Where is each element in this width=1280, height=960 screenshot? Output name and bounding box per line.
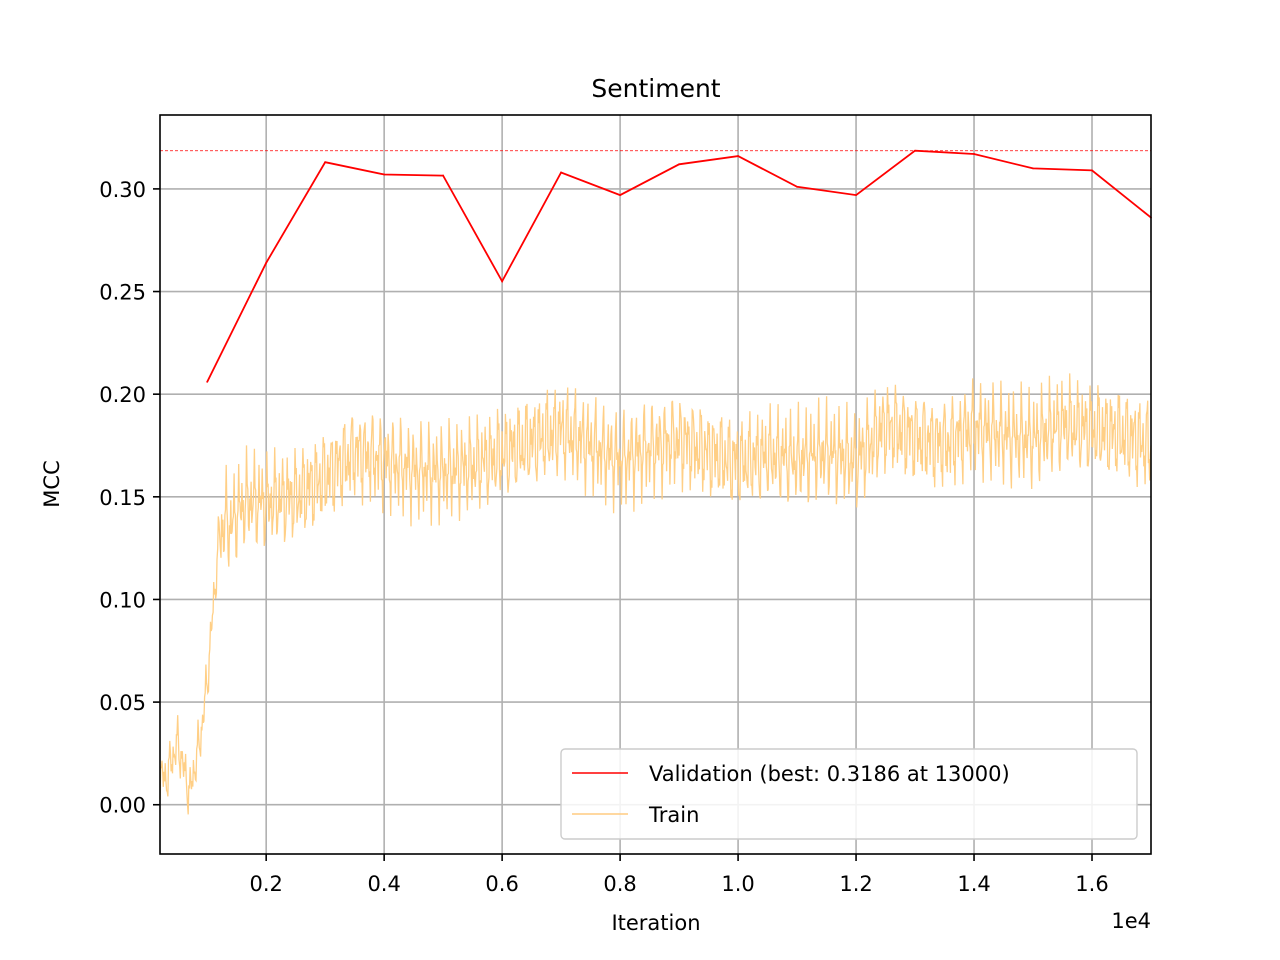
legend-label-validation: Validation (best: 0.3186 at 13000): [649, 762, 1010, 786]
axes-frame: [159, 114, 1152, 855]
x-tick-label: 1.6: [1075, 872, 1108, 896]
y-tick-label: 0.15: [99, 486, 146, 510]
x-axis-offset-text: 1e4: [1111, 909, 1151, 933]
validation-point: [383, 173, 386, 176]
x-tick-label: 1.4: [957, 872, 990, 896]
validation-point: [796, 185, 798, 188]
x-tick-label: 0.6: [485, 872, 518, 896]
y-axis-label: MCC: [40, 460, 64, 507]
validation-point: [560, 171, 563, 174]
x-axis-label: Iteration: [611, 911, 700, 935]
grid: [160, 115, 1151, 854]
validation-point: [973, 153, 975, 155]
validation-point: [1091, 169, 1093, 172]
plot-area: [159, 149, 1152, 815]
y-tick-label: 0.05: [99, 691, 146, 715]
validation-point: [914, 149, 916, 152]
validation-point: [737, 155, 739, 157]
y-tick-label: 0.25: [99, 281, 146, 305]
chart-title: Sentiment: [591, 74, 720, 103]
validation-point: [855, 194, 857, 196]
y-tick-label: 0.00: [99, 794, 146, 818]
legend: Validation (best: 0.3186 at 13000) Train: [560, 748, 1138, 840]
x-tick-label: 1.2: [839, 872, 872, 896]
x-tick-label: 0.4: [367, 872, 400, 896]
train-series-line: [159, 373, 1152, 815]
y-tick-label: 0.10: [99, 588, 146, 612]
y-tick-label: 0.30: [99, 178, 146, 202]
x-tick-label: 1.0: [721, 872, 754, 896]
x-tick-label: 0.8: [603, 872, 636, 896]
ticks: 0.2 0.4 0.6 0.8 1.0 1.2 1.4 1.6 0.00 0.05 0.10 0.15…: [99, 178, 1108, 896]
y-tick-label: 0.20: [99, 383, 146, 407]
legend-box: [560, 748, 1138, 840]
validation-point: [619, 194, 622, 196]
validation-point: [1032, 167, 1034, 170]
validation-point: [442, 174, 445, 177]
validation-point: [265, 261, 268, 264]
legend-label-train: Train: [648, 803, 699, 827]
validation-point: [678, 163, 680, 166]
x-tick-label: 0.2: [249, 872, 282, 896]
validation-point: [501, 280, 504, 283]
validation-point: [206, 380, 209, 383]
validation-point: [324, 161, 327, 164]
